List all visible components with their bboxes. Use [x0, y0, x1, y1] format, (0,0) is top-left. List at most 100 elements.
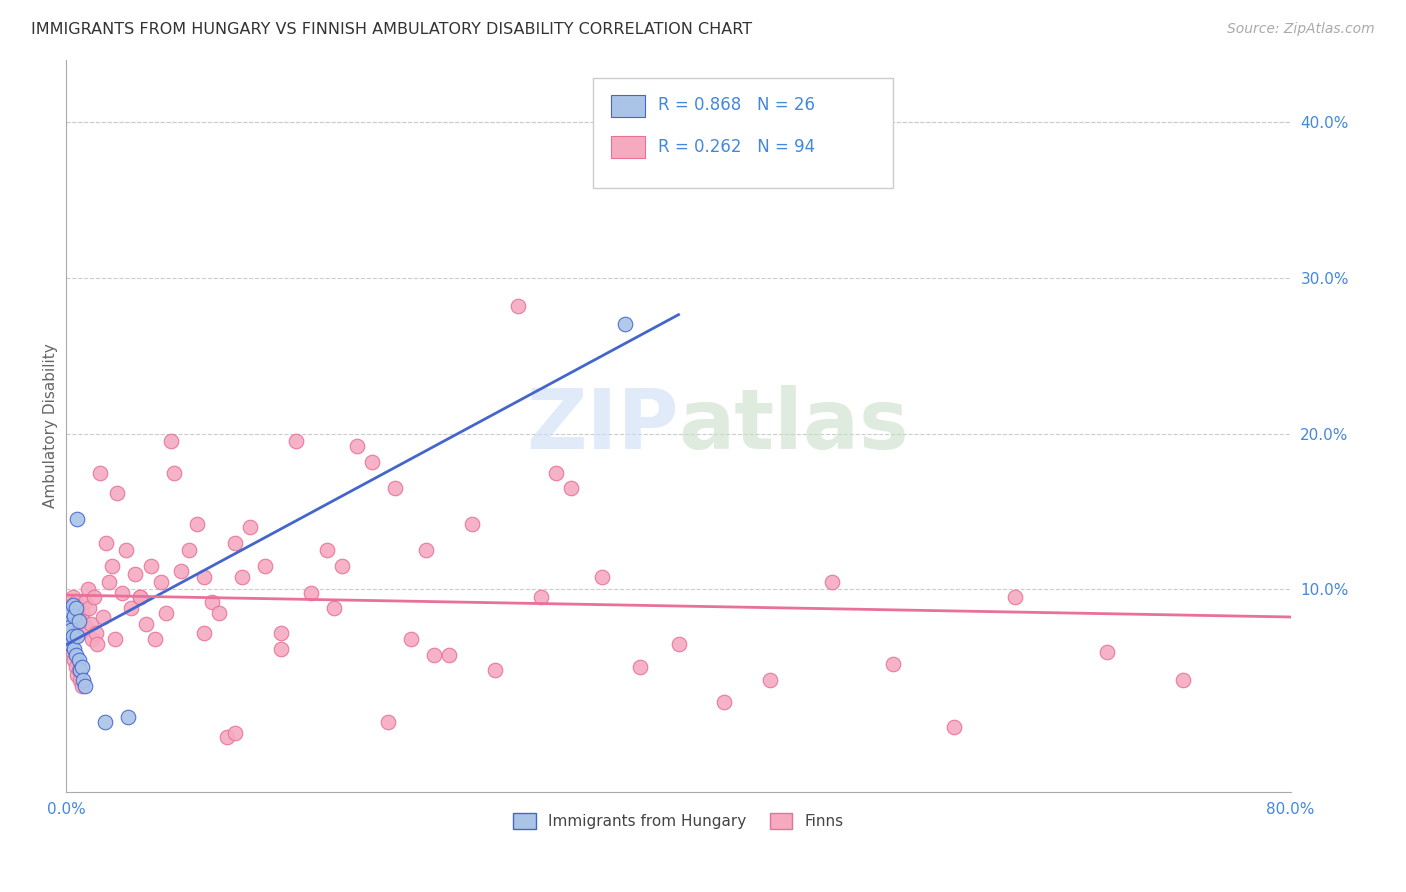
Point	[614, 318, 637, 332]
Point	[65, 648, 87, 662]
Point	[155, 606, 177, 620]
Point	[162, 466, 184, 480]
Point	[84, 626, 107, 640]
Point	[56, 626, 79, 640]
Text: atlas: atlas	[679, 385, 910, 467]
Point	[224, 535, 246, 549]
Point	[201, 595, 224, 609]
Point	[56, 610, 79, 624]
Point	[143, 632, 166, 647]
Point	[70, 606, 93, 620]
Point	[60, 598, 83, 612]
Point	[79, 601, 101, 615]
Point	[628, 660, 651, 674]
Point	[60, 637, 83, 651]
Point	[759, 673, 782, 687]
Point	[67, 614, 90, 628]
Point	[72, 673, 94, 687]
Text: R = 0.262   N = 94: R = 0.262 N = 94	[658, 137, 815, 156]
Point	[231, 570, 253, 584]
Point	[437, 648, 460, 662]
Point	[73, 595, 96, 609]
Point	[120, 601, 142, 615]
Point	[56, 614, 79, 628]
Point	[69, 664, 91, 678]
Point	[270, 626, 292, 640]
Point	[83, 590, 105, 604]
Point	[66, 668, 89, 682]
Point	[58, 620, 80, 634]
Point	[1004, 590, 1026, 604]
Point	[217, 731, 239, 745]
Point	[60, 623, 83, 637]
Y-axis label: Ambulatory Disability: Ambulatory Disability	[44, 343, 58, 508]
Point	[139, 559, 162, 574]
Point	[66, 629, 89, 643]
Point	[591, 570, 613, 584]
Point	[399, 632, 422, 647]
Point	[129, 590, 152, 604]
Text: IMMIGRANTS FROM HUNGARY VS FINNISH AMBULATORY DISABILITY CORRELATION CHART: IMMIGRANTS FROM HUNGARY VS FINNISH AMBUL…	[31, 22, 752, 37]
Point	[117, 710, 139, 724]
Point	[62, 590, 84, 604]
Point	[346, 439, 368, 453]
Point	[942, 719, 965, 733]
Point	[224, 725, 246, 739]
Point	[129, 590, 152, 604]
Legend: Immigrants from Hungary, Finns: Immigrants from Hungary, Finns	[508, 807, 849, 836]
Point	[62, 629, 84, 643]
Point	[73, 679, 96, 693]
Point	[170, 564, 193, 578]
Point	[323, 601, 346, 615]
Point	[65, 595, 87, 609]
Point	[315, 543, 337, 558]
Point	[66, 512, 89, 526]
Point	[506, 299, 529, 313]
Point	[82, 632, 104, 647]
Point	[110, 585, 132, 599]
Bar	[612, 95, 645, 117]
Point	[193, 626, 215, 640]
FancyBboxPatch shape	[593, 78, 893, 187]
Point	[101, 559, 124, 574]
Point	[86, 637, 108, 651]
Text: ZIP: ZIP	[526, 385, 679, 467]
Point	[254, 559, 277, 574]
Point	[193, 570, 215, 584]
Point	[361, 455, 384, 469]
Point	[546, 466, 568, 480]
Point	[66, 621, 89, 635]
Point	[65, 601, 87, 615]
Point	[80, 616, 103, 631]
Point	[72, 614, 94, 628]
Point	[530, 590, 553, 604]
Point	[186, 516, 208, 531]
Point	[65, 660, 87, 674]
Point	[299, 585, 322, 599]
Point	[67, 610, 90, 624]
Point	[285, 434, 308, 449]
Point	[91, 610, 114, 624]
Point	[882, 657, 904, 672]
Point	[69, 616, 91, 631]
Point	[67, 652, 90, 666]
Point	[75, 621, 97, 635]
Point	[70, 679, 93, 693]
Point	[60, 637, 83, 651]
Point	[60, 604, 83, 618]
Point	[62, 598, 84, 612]
Point	[560, 481, 582, 495]
Point	[422, 648, 444, 662]
Point	[820, 574, 842, 589]
Point	[713, 695, 735, 709]
Point	[239, 520, 262, 534]
Point	[58, 626, 80, 640]
Point	[62, 645, 84, 659]
Point	[67, 664, 90, 678]
Point	[56, 616, 79, 631]
Text: R = 0.868   N = 26: R = 0.868 N = 26	[658, 96, 814, 114]
Point	[124, 566, 146, 581]
Point	[270, 641, 292, 656]
Point	[377, 714, 399, 729]
Point	[93, 714, 115, 729]
